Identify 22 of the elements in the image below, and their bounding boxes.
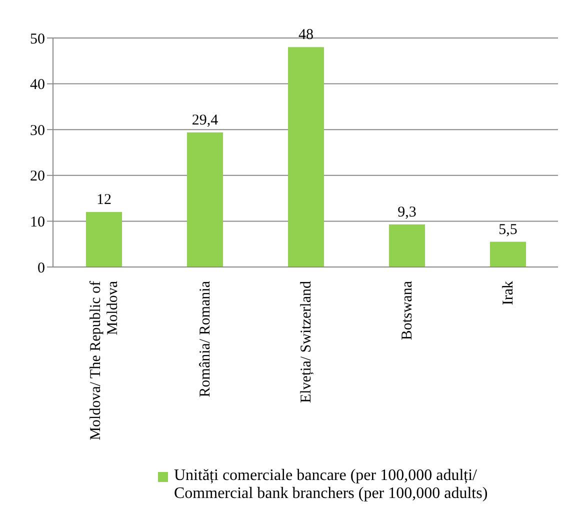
y-tick-label: 0 [38, 260, 45, 276]
bar [490, 242, 526, 267]
x-tick-label: Moldova/ The Republic of Moldova [88, 280, 121, 440]
bar [389, 224, 425, 267]
x-tick-label: România/ Romania [198, 280, 214, 398]
y-tick-label: 30 [30, 122, 45, 139]
bar [86, 212, 122, 267]
x-tick-label: Irak [500, 280, 516, 306]
bar [187, 132, 223, 267]
y-tick-label: 10 [30, 214, 45, 231]
y-tick-label: 50 [30, 31, 45, 48]
bar [288, 47, 324, 267]
y-tick-label: 20 [30, 168, 45, 185]
data-label: 5,5 [498, 222, 518, 238]
data-label: 48 [298, 27, 314, 44]
x-tick-label: Botswana [400, 280, 416, 340]
legend-label: Unități comerciale bancare (per 100,000 adulți/ Commercial bank branchers (per 100,000 adults) [174, 467, 489, 503]
data-label: 9,3 [398, 204, 416, 220]
data-label: 29,4 [192, 112, 219, 128]
x-tick-label: Elveția/ Switzerland [298, 280, 314, 404]
data-label: 12 [96, 192, 112, 208]
y-tick-label: 40 [30, 77, 45, 94]
